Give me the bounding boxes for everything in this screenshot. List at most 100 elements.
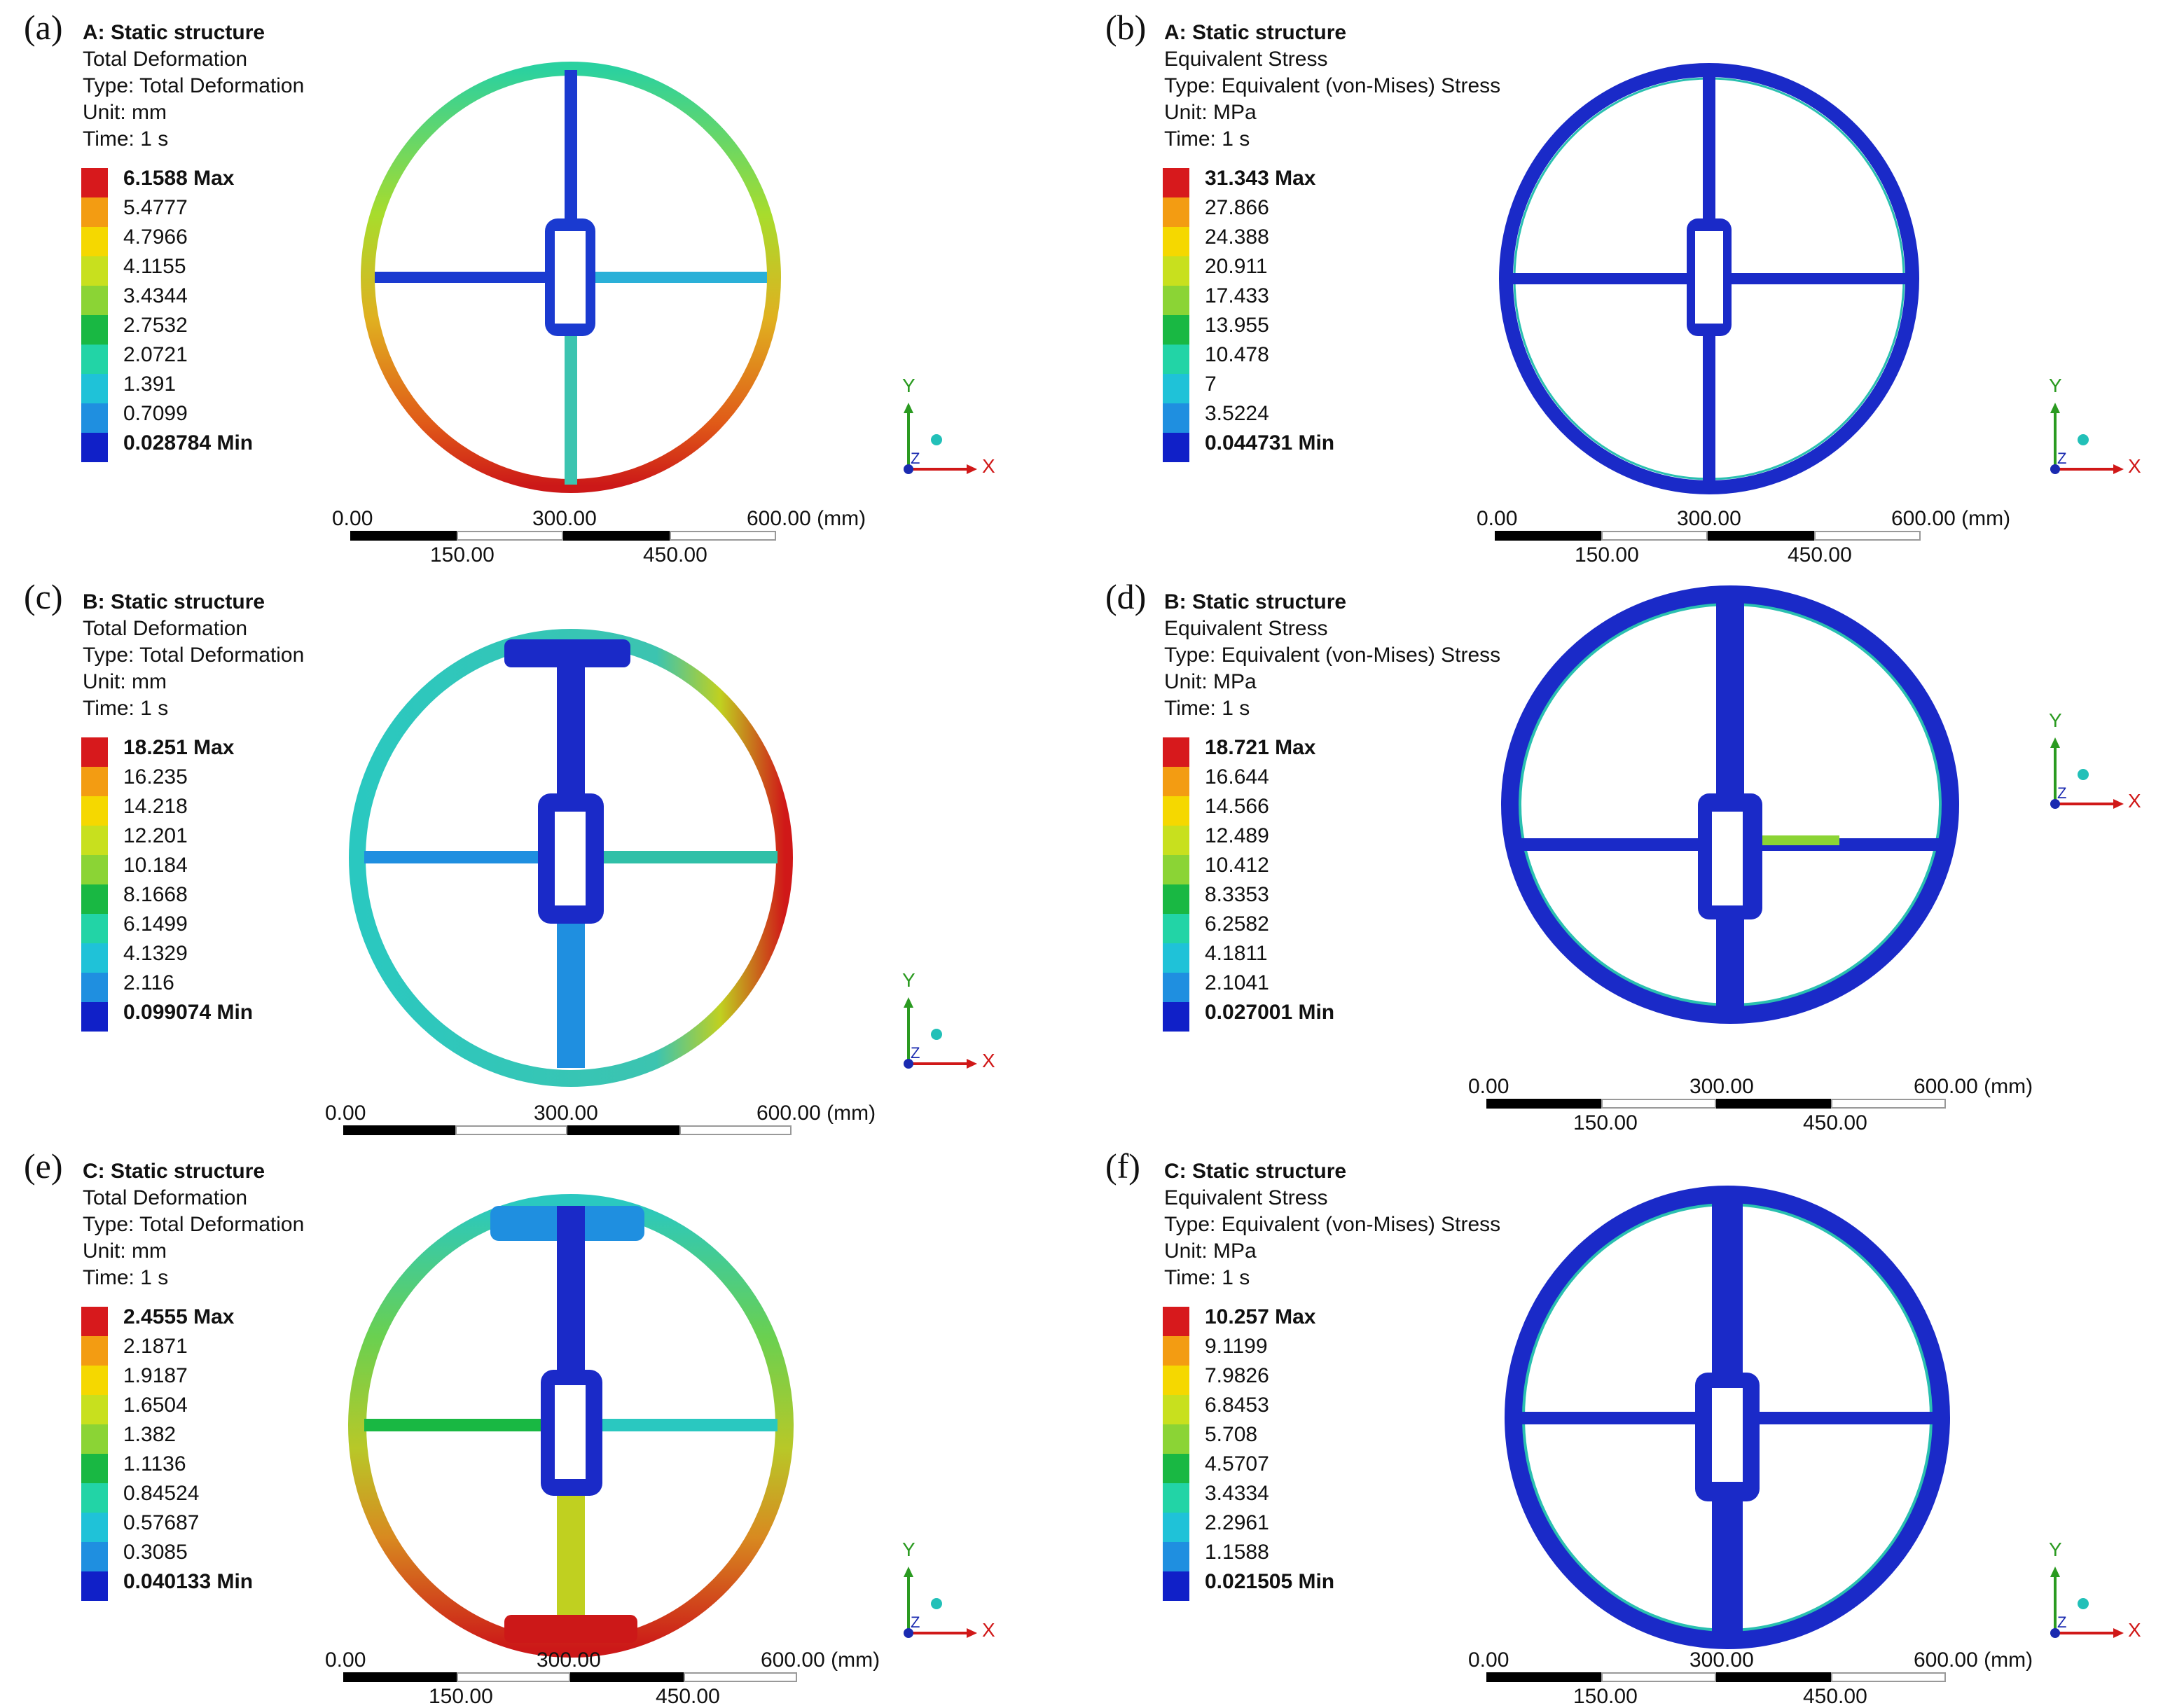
triad: [2050, 737, 2124, 809]
triad: [904, 997, 977, 1069]
legend-swatches: [1163, 1307, 1189, 1601]
axis-x-label: X: [982, 455, 995, 477]
scale-300: 300.00: [1689, 1648, 1754, 1672]
scale-segment: [350, 531, 457, 541]
result-header: B: Static structure Equivalent Stress Ty…: [1164, 589, 1500, 722]
result-time: Time: 1 s: [83, 1266, 169, 1289]
result-unit: Unit: mm: [83, 1240, 167, 1263]
legend-value: 6.1499: [123, 912, 188, 936]
axis-x-label: X: [2128, 790, 2141, 812]
legend-swatch: [81, 403, 108, 433]
legend-value: 2.7532: [123, 314, 188, 337]
legend-min: 0.099074 Min: [123, 1001, 254, 1024]
result-name: Equivalent Stress: [1164, 617, 1328, 640]
legend-value: 3.4344: [123, 284, 188, 307]
legend-min: 0.044731 Min: [1205, 431, 1335, 454]
legend-swatch: [1163, 796, 1189, 826]
legend-swatch: [81, 1336, 108, 1366]
scale-600: 600.00 (mm): [1891, 507, 2011, 530]
legend-value: 12.201: [123, 824, 188, 847]
result-time: Time: 1 s: [1164, 127, 1250, 151]
axis-y-label: Y: [2049, 1539, 2062, 1560]
scale-segment: [1601, 1099, 1716, 1109]
scale-segment: [684, 1672, 797, 1682]
legend-value: 1.9187: [123, 1364, 188, 1387]
scale-150: 150.00: [1573, 1685, 1638, 1708]
panel-c: (c) B: Static structure Total Deformatio…: [0, 569, 1082, 1139]
legend-swatch: [81, 168, 108, 197]
legend-swatch: [1163, 1002, 1189, 1032]
legend-value: 0.57687: [123, 1511, 200, 1534]
legend-swatch: [1163, 1395, 1189, 1424]
legend-swatch: [81, 315, 108, 345]
result-unit: Unit: MPa: [1164, 670, 1257, 693]
legend-swatch: [1163, 1483, 1189, 1513]
legend-min: 0.028784 Min: [123, 431, 254, 454]
result-name: Total Deformation: [83, 617, 248, 640]
triad: [904, 403, 977, 474]
wheel-model: [349, 629, 793, 1087]
axis-z-label: Z: [2057, 784, 2067, 802]
legend-swatch: [81, 1395, 108, 1424]
result-name: Total Deformation: [83, 1186, 248, 1209]
result-time: Time: 1 s: [83, 697, 169, 720]
panel-f: (f) C: Static structure Equivalent Stres…: [1082, 1139, 2163, 1708]
scale-0: 0.00: [1477, 507, 1518, 530]
result-name: Equivalent Stress: [1164, 1186, 1328, 1209]
scale-segment: [670, 531, 776, 541]
legend-value: 13.955: [1205, 314, 1269, 337]
result-type: Type: Equivalent (von-Mises) Stress: [1164, 644, 1501, 667]
result-unit: Unit: MPa: [1164, 101, 1257, 124]
legend-value: 20.911: [1205, 255, 1268, 278]
axis-y-label: Y: [902, 1539, 915, 1560]
legend-swatch: [81, 227, 108, 256]
legend-swatch: [81, 1002, 108, 1032]
legend-swatch: [1163, 1454, 1189, 1483]
scale-segment: [457, 1672, 570, 1682]
analysis-title: C: Static structure: [1164, 1160, 1347, 1183]
axis-z-label: Z: [2057, 450, 2067, 467]
legend-swatch: [81, 256, 108, 286]
scale-segment: [563, 531, 670, 541]
legend-swatch: [81, 433, 108, 462]
legend-value: 10.184: [123, 854, 188, 877]
result-type: Type: Total Deformation: [83, 74, 305, 97]
panel-label: (c): [24, 577, 63, 616]
legend-value: 3.5224: [1205, 402, 1269, 425]
legend-value: 10.412: [1205, 854, 1269, 877]
legend-swatch: [1163, 1366, 1189, 1395]
scale-150: 150.00: [430, 543, 495, 567]
legend-swatch: [1163, 1513, 1189, 1542]
scale-600: 600.00 (mm): [1914, 1075, 2033, 1098]
panel-label: (a): [24, 8, 63, 47]
legend-swatch: [1163, 973, 1189, 1002]
legend-swatch: [81, 943, 108, 973]
panel-e: (e) C: Static structure Total Deformatio…: [0, 1139, 1082, 1708]
legend-max: 31.343 Max: [1205, 167, 1316, 190]
legend-value: 0.84524: [123, 1482, 200, 1505]
result-name: Equivalent Stress: [1164, 48, 1328, 71]
axis-y-label: Y: [902, 969, 915, 991]
legend-swatch: [81, 374, 108, 403]
legend-value: 3.4334: [1205, 1482, 1269, 1505]
scale-300: 300.00: [1689, 1075, 1754, 1098]
axis-y-label: Y: [902, 375, 915, 396]
legend-swatch: [81, 286, 108, 315]
legend-swatch: [1163, 1307, 1189, 1336]
legend-swatch: [1163, 256, 1189, 286]
scale-segment: [1814, 531, 1921, 541]
axis-y-label: Y: [2049, 375, 2062, 396]
legend-value: 2.2961: [1205, 1511, 1269, 1534]
legend-swatch: [81, 1424, 108, 1454]
legend-value: 16.644: [1205, 765, 1269, 789]
legend-value: 4.1329: [123, 942, 188, 965]
legend-min: 0.021505 Min: [1205, 1570, 1335, 1593]
scale-600: 600.00 (mm): [747, 507, 866, 530]
legend-value: 1.382: [123, 1423, 177, 1446]
legend-value: 1.6504: [123, 1394, 188, 1417]
legend-swatch: [1163, 826, 1189, 855]
legend-swatch: [81, 1366, 108, 1395]
axis-z-label: Z: [911, 1044, 920, 1062]
legend-value: 1.1588: [1205, 1541, 1269, 1564]
panel-b: (b) A: Static structure Equivalent Stres…: [1082, 0, 2163, 569]
